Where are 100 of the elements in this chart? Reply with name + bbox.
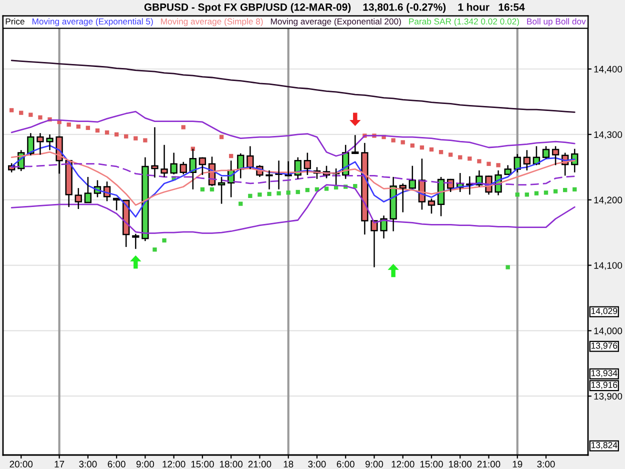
x-tick-label: 18:00: [220, 460, 243, 468]
x-tick-label: 20:00: [10, 460, 33, 468]
point: [468, 156, 472, 161]
point: [572, 187, 577, 192]
point: [152, 247, 157, 252]
point: [76, 124, 80, 129]
x-tick-label: 9:00: [365, 460, 384, 468]
point: [267, 192, 272, 196]
y-tick-label: 14,000: [594, 328, 622, 336]
point: [200, 187, 205, 192]
x-tick-label: 3:00: [537, 460, 555, 468]
point: [296, 190, 300, 194]
point: [10, 108, 14, 112]
point: [28, 112, 33, 117]
point: [143, 138, 148, 142]
point: [388, 264, 399, 278]
candlestick: [284, 160, 292, 176]
point: [400, 140, 405, 144]
text: Parab SAR (1.342 0.02 0.02): [409, 18, 519, 26]
point: [534, 191, 539, 196]
y-tick-label: 14,400: [594, 66, 622, 74]
point: [553, 189, 558, 194]
point: [19, 110, 24, 115]
point: [162, 238, 166, 242]
candlestick: [36, 132, 44, 156]
candlestick: [142, 156, 149, 242]
point: [95, 128, 100, 133]
point: [104, 130, 110, 135]
candlestick: [246, 146, 254, 170]
candlestick: [160, 144, 168, 178]
point: [515, 192, 520, 197]
candlestick: [390, 176, 397, 232]
candlestick: [170, 152, 178, 175]
x-tick-label: 9:00: [136, 460, 154, 468]
x-tick-label: 6:00: [108, 460, 126, 468]
point: [350, 112, 361, 126]
point: [66, 122, 71, 127]
x-tick-label: 3:00: [79, 460, 97, 468]
annotation: 13,934: [591, 370, 618, 378]
candlestick: [352, 134, 359, 154]
point: [276, 191, 281, 196]
point: [458, 155, 462, 160]
point: [114, 132, 119, 136]
x-tick-label: 21:00: [477, 460, 500, 468]
x-tick-label: 19: [512, 460, 522, 468]
point: [391, 138, 396, 142]
point: [496, 163, 500, 168]
point: [353, 184, 358, 188]
candlestick: [46, 134, 54, 151]
x-tick-label: 18: [284, 460, 294, 468]
line-series: [10, 184, 576, 234]
point: [486, 162, 491, 166]
point: [248, 194, 252, 198]
annotation: 14,029: [591, 308, 618, 316]
point: [438, 150, 444, 154]
point: [238, 202, 243, 206]
candlestick: [180, 161, 187, 175]
candlestick: [132, 233, 140, 250]
point: [210, 187, 214, 192]
text: Moving average (Exponential 5): [32, 18, 153, 26]
y-tick-label: 14,200: [594, 196, 622, 204]
point: [130, 255, 142, 269]
x-tick-label: 12:00: [162, 460, 186, 468]
y-tick-label: 14,100: [594, 262, 622, 270]
point: [544, 190, 548, 195]
point: [563, 188, 568, 192]
point: [324, 186, 329, 191]
annotation: 13,824: [591, 442, 618, 450]
chart-title: GBPUSD - Spot FX GBP/USD (12-MAR-09) 13,801.6 (-0.27%) 1 hour 16:54: [144, 3, 525, 13]
text: Moving average (Exponential 200): [270, 18, 401, 26]
line-series: [10, 60, 576, 113]
y-tick-label: 13,900: [594, 392, 622, 401]
x-tick-label: 21:00: [248, 460, 272, 468]
point: [181, 125, 186, 130]
point: [448, 152, 453, 157]
point: [286, 190, 290, 195]
candlestick: [151, 126, 158, 178]
y-tick-label: 14,300: [594, 131, 622, 140]
x-tick-label: 18:00: [449, 460, 472, 468]
point: [524, 192, 530, 197]
point: [258, 192, 262, 197]
point: [229, 154, 234, 158]
point: [219, 134, 224, 140]
x-tick-label: 15:00: [191, 460, 214, 468]
x-tick-label: 6:00: [336, 460, 354, 468]
point: [124, 134, 128, 138]
x-tick-label: 3:00: [308, 460, 326, 468]
point: [38, 115, 42, 120]
text: Price: [6, 18, 24, 24]
x-tick-label: 17: [54, 460, 64, 468]
point: [477, 159, 482, 164]
point: [410, 143, 414, 148]
point: [429, 147, 434, 152]
point: [420, 145, 424, 150]
point: [134, 136, 138, 140]
point: [86, 126, 90, 130]
annotation: 13,916: [591, 382, 618, 390]
text: Moving average (Simple 8): [161, 18, 263, 26]
x-tick-label: 15:00: [420, 460, 443, 468]
annotation: 13,976: [591, 342, 618, 350]
